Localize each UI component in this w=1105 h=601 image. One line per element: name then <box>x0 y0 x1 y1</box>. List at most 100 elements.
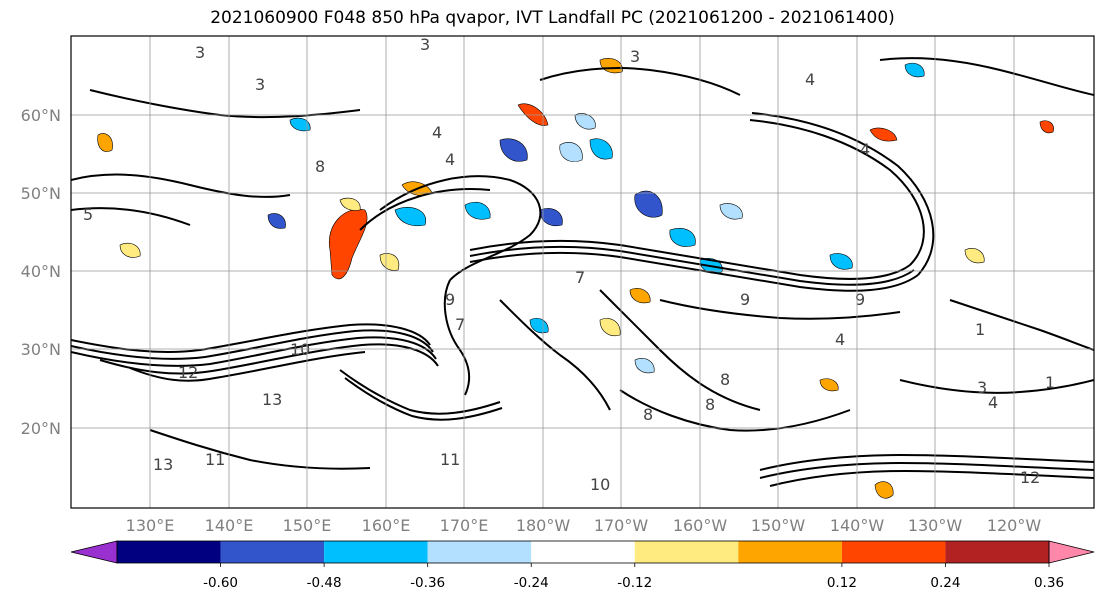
contour-label: 7 <box>575 268 585 287</box>
colorbar-segment <box>531 541 635 563</box>
lat-tick-label: 30°N <box>21 340 61 359</box>
lon-tick-label: 130°W <box>908 516 963 535</box>
contour-label: 12 <box>178 363 198 382</box>
jet-contour-12 <box>751 112 935 276</box>
misc-contour-4 <box>599 289 761 411</box>
sub-contour-2 <box>759 461 1094 479</box>
patch-lightblue-4 <box>634 358 655 374</box>
longitude-labels: 130°E 140°E 150°E 160°E 170°E 180°W 170°W 160°W… <box>126 516 1042 535</box>
colorbar-segment <box>117 541 221 563</box>
colorbar-tick-label: 0.24 <box>930 575 960 591</box>
lon-tick-label: 160°W <box>673 516 728 535</box>
contour-label: 3 <box>420 35 430 54</box>
contour-label: 4 <box>835 330 845 349</box>
contour-label: 1 <box>1045 373 1055 392</box>
contour-labels: 3 3 3 3 4 4 4 4 8 8 5 9 9 9 7 10 12 13 1… <box>83 35 1055 494</box>
contour-label: 9 <box>740 290 750 309</box>
misc-contour-2 <box>71 207 191 226</box>
contour-label: 4 <box>445 150 455 169</box>
patch-cyan-7 <box>529 318 549 334</box>
colorbar-tick-label: -0.12 <box>617 575 652 591</box>
patch-yellow-4 <box>119 242 141 258</box>
colorbar-tick-label: 0.36 <box>1034 575 1064 591</box>
patch-orange-4 <box>97 133 113 152</box>
qvapor-patches <box>97 58 1054 499</box>
lat-tick-label: 60°N <box>21 106 61 125</box>
contour-label: 5 <box>83 205 93 224</box>
contour-label: 8 <box>705 395 715 414</box>
misc-contour-5 <box>619 389 851 432</box>
sub-contour-1 <box>759 453 1094 471</box>
colorbar-tick-label: -0.48 <box>307 575 342 591</box>
contour-label: 10 <box>590 475 610 494</box>
contour-label: 4 <box>860 140 870 159</box>
colorbar-segment <box>634 541 739 563</box>
patch-cyan-4 <box>669 228 696 247</box>
contour-label: 11 <box>205 450 225 469</box>
patch-cyan-8 <box>904 62 925 78</box>
latitude-labels: 60°N 50°N 40°N 30°N 20°N <box>21 106 61 438</box>
patch-cyan-2 <box>464 201 491 220</box>
lon-tick-label: 120°W <box>987 516 1042 535</box>
patch-yellow-2 <box>379 253 400 271</box>
contour-label: 9 <box>855 290 865 309</box>
jet-contour-7 <box>344 377 503 421</box>
jet-contour-4 <box>99 343 439 375</box>
lat-tick-label: 20°N <box>21 419 61 438</box>
misc-contour-9 <box>149 429 371 470</box>
colorbar-tick-label: -0.60 <box>203 575 238 591</box>
misc-contour-8 <box>539 67 741 96</box>
patch-cyan-9 <box>829 253 853 270</box>
jet-contour-5 <box>129 351 366 382</box>
contour-label: 4 <box>432 123 442 142</box>
patch-blue-2 <box>634 190 663 218</box>
patch-orange-6 <box>874 481 894 499</box>
colorbar-ticks: -0.60-0.48-0.36-0.24-0.120.120.240.360.4… <box>203 563 1064 591</box>
contour-label: 3 <box>195 43 205 62</box>
patch-yellow-3 <box>599 318 621 337</box>
jet-contour-1 <box>71 323 431 353</box>
lon-tick-label: 150°E <box>283 516 332 535</box>
jet-contour-11 <box>749 119 925 266</box>
patch-lightblue-1 <box>559 141 583 162</box>
patch-blue-3 <box>539 208 563 227</box>
contour-label: 8 <box>643 405 653 424</box>
colorbar-segment <box>427 541 532 563</box>
patch-yellow-1 <box>339 197 361 211</box>
contour-label: 3 <box>977 378 987 397</box>
patch-cyan-6 <box>289 117 311 132</box>
colorbar-tick-label: -0.36 <box>410 575 445 591</box>
misc-contour-1 <box>71 173 291 198</box>
misc-contour-11 <box>659 299 901 320</box>
lon-tick-label: 130°E <box>126 516 175 535</box>
lon-tick-label: 150°W <box>751 516 806 535</box>
patch-lightblue-2 <box>574 113 596 130</box>
patch-orange-3 <box>869 127 898 142</box>
patch-orange-7 <box>1039 120 1054 134</box>
misc-contour-12 <box>499 299 611 411</box>
jet-contour-2 <box>71 329 434 360</box>
misc-contour-10 <box>949 299 1094 351</box>
colorbar-segment <box>738 541 842 563</box>
loop-contour-2 <box>359 188 491 231</box>
contour-label: 12 <box>1020 468 1040 487</box>
colorbar-tick-label: -0.24 <box>514 575 549 591</box>
map-title: 2021060900 F048 850 hPa qvapor, IVT Land… <box>210 8 895 28</box>
colorbar-extend-low <box>70 540 118 564</box>
colorbar-extend-high <box>1048 540 1095 564</box>
lon-tick-label: 170°W <box>594 516 649 535</box>
contour-label: 13 <box>153 455 173 474</box>
colorbar-segment <box>841 541 946 563</box>
loop-contour-3 <box>443 279 471 396</box>
contour-label: 1 <box>975 320 985 339</box>
colorbar-frame <box>116 540 1050 564</box>
lat-tick-label: 40°N <box>21 262 61 281</box>
patch-orange-8 <box>819 378 839 392</box>
contour-label: 9 <box>445 290 455 309</box>
misc-contour-6 <box>899 379 1094 394</box>
jet-contour-3 <box>71 336 437 367</box>
contour-label: 3 <box>255 75 265 94</box>
contour-label: 4 <box>805 70 815 89</box>
patch-orange-1 <box>328 208 368 280</box>
